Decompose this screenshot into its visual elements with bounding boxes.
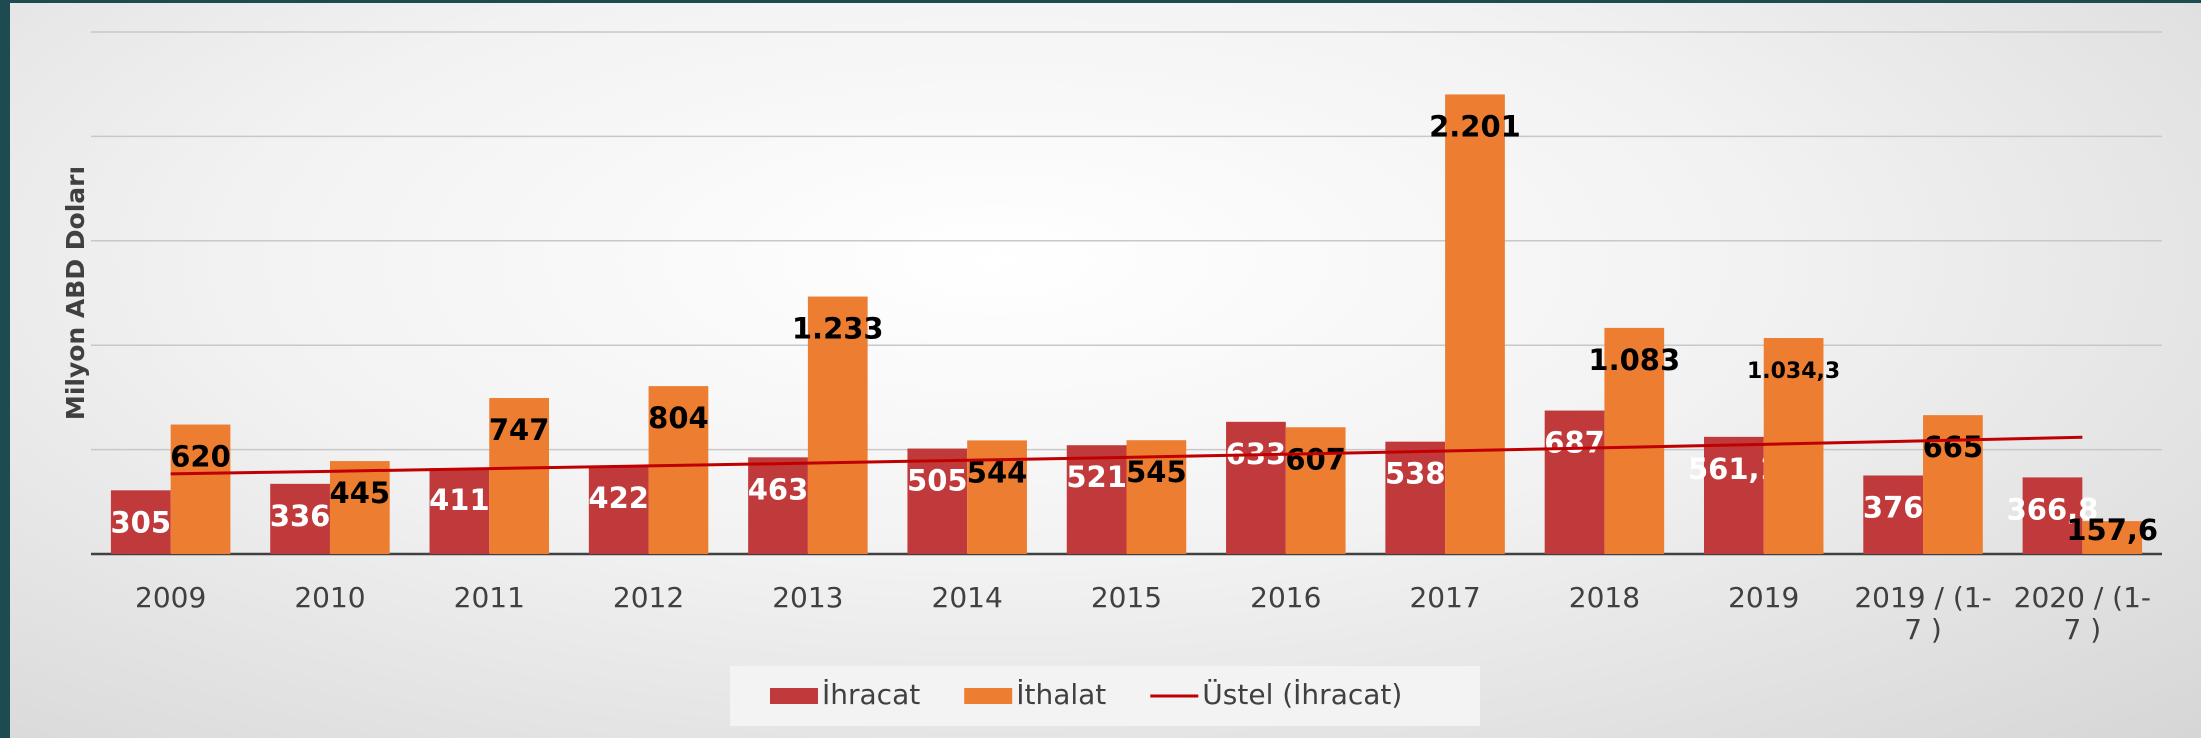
data-label: 366,8 (2007, 492, 2099, 526)
trend-line (170, 435, 2083, 476)
bar (648, 386, 709, 554)
bar (2082, 521, 2143, 554)
data-label: 521 (1066, 460, 1127, 494)
data-label: 463 (748, 472, 809, 506)
x-tick-label: 2011 (453, 581, 525, 614)
x-tick-label: 2016 (1250, 581, 1322, 614)
data-label: 505 (907, 464, 968, 498)
legend-swatch (770, 688, 818, 704)
data-label: 445 (330, 476, 391, 510)
bar (1445, 94, 1505, 554)
bar (2022, 477, 2083, 554)
data-label: 747 (489, 413, 550, 447)
bar (1604, 327, 1665, 554)
bar (1863, 475, 1924, 554)
bar (110, 490, 171, 554)
bar (270, 483, 330, 554)
bar (1285, 427, 1346, 554)
bar (1703, 436, 1764, 554)
x-tick-label: 2014 (931, 581, 1003, 614)
bar (1066, 445, 1127, 554)
legend-label: İhracat (822, 678, 920, 711)
bar (748, 457, 808, 554)
x-tick-label: 2018 (1568, 581, 1641, 614)
data-label: 1.034,3 (1747, 359, 1840, 384)
bar (429, 468, 490, 554)
x-tick-label: 2017 (1409, 581, 1481, 614)
y-axis-title: Milyon ABD Doları (61, 166, 90, 420)
bar (907, 448, 968, 554)
bar (1385, 441, 1446, 554)
x-tick-label: 2010 (294, 581, 366, 614)
x-tick-label: 2015 (1090, 581, 1163, 614)
data-label: 411 (429, 483, 490, 517)
x-tick-label: 2009 (135, 581, 207, 614)
data-label: 607 (1285, 442, 1346, 476)
data-label: 1.233 (792, 312, 884, 346)
bar (329, 461, 390, 554)
data-label: 157,6 (2066, 513, 2158, 547)
data-label: 376 (1863, 490, 1924, 524)
bar (1544, 410, 1605, 554)
data-label: 620 (170, 440, 231, 474)
data-label: 545 (1126, 455, 1187, 489)
data-label: 538 (1385, 457, 1446, 491)
data-label: 305 (111, 505, 172, 539)
bar (1126, 440, 1187, 554)
legend-label: İthalat (1016, 678, 1106, 711)
bar (588, 465, 649, 554)
data-label: 1.083 (1588, 343, 1680, 377)
bar (1226, 421, 1286, 554)
x-tick-label: 2019 (1728, 581, 1800, 614)
bar (1763, 338, 1824, 554)
legend-box (730, 666, 1480, 726)
chart-frame: Milyon ABD Doları 305 336 411 422 463 505 521 6… (10, 3, 2201, 738)
data-label: 804 (648, 401, 709, 435)
chart: Milyon ABD Doları 305 336 411 422 463 505 521 6… (61, 31, 2162, 726)
bar (489, 398, 550, 554)
data-label: 422 (588, 481, 649, 515)
x-tick-label: 2012 (612, 581, 685, 614)
bar (170, 424, 231, 554)
x-tick-label: 2019 / (1-7 ) (1854, 581, 1992, 646)
legend-swatch (964, 688, 1013, 704)
data-label: 665 (1923, 430, 1984, 464)
data-label: 336 (270, 499, 331, 533)
bar (807, 296, 868, 554)
data-label: 2.201 (1429, 109, 1521, 143)
x-tick-label: 2020 / (1-7 ) (2013, 581, 2152, 646)
x-tick-label: 2013 (772, 581, 844, 614)
legend-label: Üstel (İhracat) (1202, 677, 1402, 711)
data-label: 687 (1544, 426, 1605, 460)
